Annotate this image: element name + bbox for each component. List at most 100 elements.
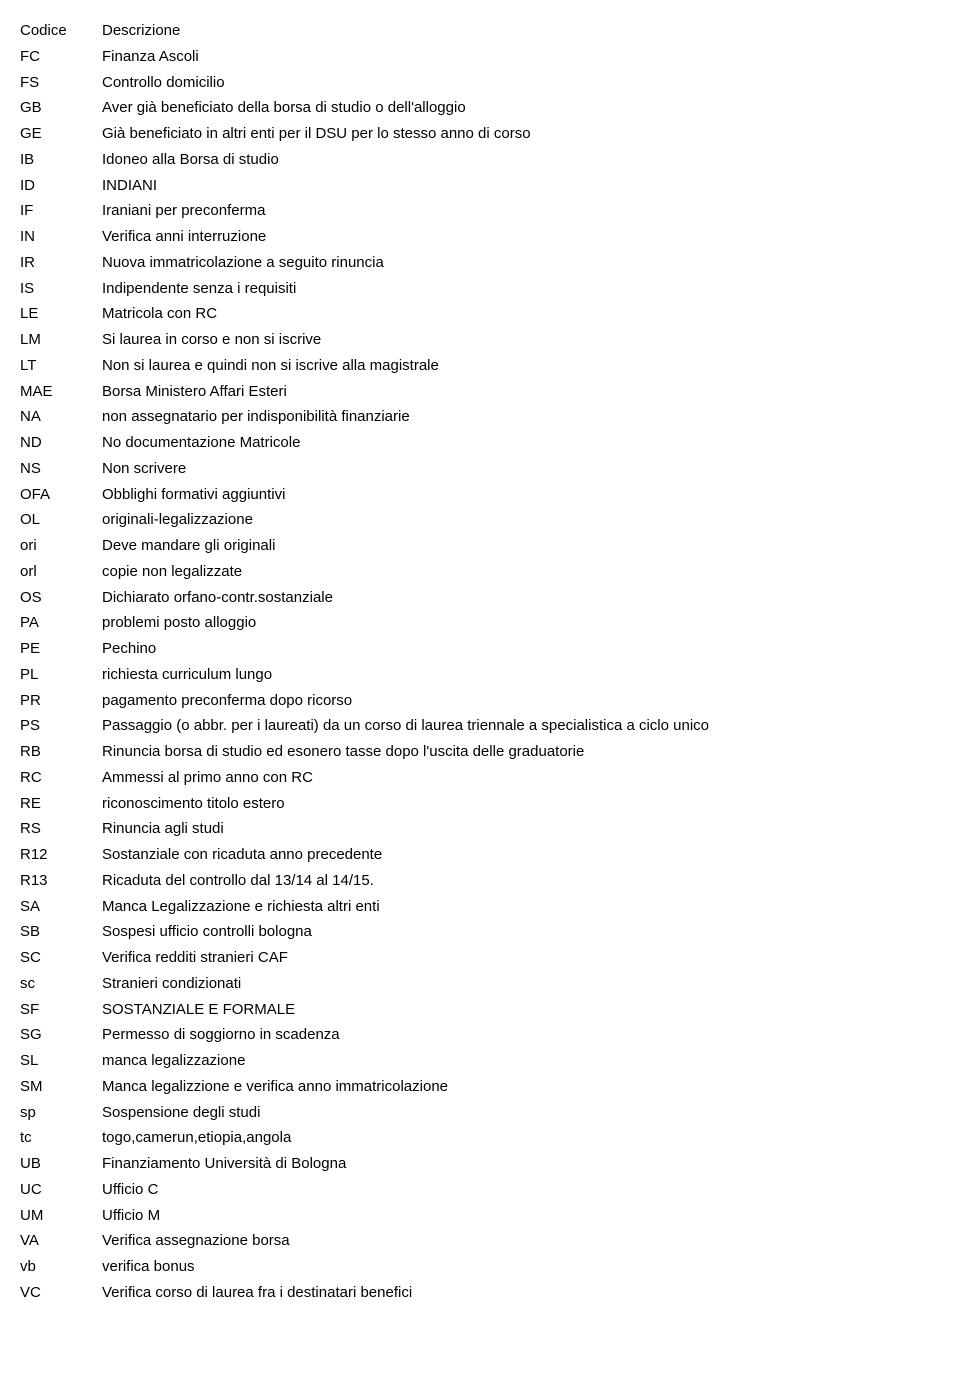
table-row: SAManca Legalizzazione e richiesta altri…	[20, 894, 940, 920]
table-row: RBRinuncia borsa di studio ed esonero ta…	[20, 739, 940, 765]
table-row: MAEBorsa Ministero Affari Esteri	[20, 379, 940, 405]
table-row: NSNon scrivere	[20, 456, 940, 482]
desc-cell: Ufficio M	[102, 1203, 940, 1229]
code-cell: SF	[20, 997, 102, 1023]
desc-cell: Verifica corso di laurea fra i destinata…	[102, 1280, 940, 1306]
code-cell: sc	[20, 971, 102, 997]
code-cell: UM	[20, 1203, 102, 1229]
desc-cell: togo,camerun,etiopia,angola	[102, 1125, 940, 1151]
desc-cell: Passaggio (o abbr. per i laureati) da un…	[102, 713, 940, 739]
desc-cell: Permesso di soggiorno in scadenza	[102, 1022, 940, 1048]
desc-cell: Indipendente senza i requisiti	[102, 276, 940, 302]
code-cell: IB	[20, 147, 102, 173]
code-cell: GB	[20, 95, 102, 121]
table-row: VAVerifica assegnazione borsa	[20, 1228, 940, 1254]
desc-cell: Matricola con RC	[102, 301, 940, 327]
table-row: IDINDIANI	[20, 173, 940, 199]
code-cell: PE	[20, 636, 102, 662]
code-cell: LM	[20, 327, 102, 353]
table-row: UCUfficio C	[20, 1177, 940, 1203]
code-cell: IN	[20, 224, 102, 250]
code-cell: RS	[20, 816, 102, 842]
code-cell: OFA	[20, 482, 102, 508]
desc-cell: SOSTANZIALE E FORMALE	[102, 997, 940, 1023]
code-cell: FS	[20, 70, 102, 96]
desc-cell: Ricaduta del controllo dal 13/14 al 14/1…	[102, 868, 940, 894]
desc-cell: Ufficio C	[102, 1177, 940, 1203]
desc-cell: Obblighi formativi aggiuntivi	[102, 482, 940, 508]
table-row: OFAObblighi formativi aggiuntivi	[20, 482, 940, 508]
table-header-row: Codice Descrizione	[20, 18, 940, 44]
desc-cell: Sostanziale con ricaduta anno precedente	[102, 842, 940, 868]
desc-cell: Sospensione degli studi	[102, 1100, 940, 1126]
table-row: SLmanca legalizzazione	[20, 1048, 940, 1074]
code-cell: UB	[20, 1151, 102, 1177]
table-row: PEPechino	[20, 636, 940, 662]
desc-cell: Iraniani per preconferma	[102, 198, 940, 224]
code-cell: PR	[20, 688, 102, 714]
desc-cell: non assegnatario per indisponibilità fin…	[102, 404, 940, 430]
code-cell: VA	[20, 1228, 102, 1254]
desc-cell: Già beneficiato in altri enti per il DSU…	[102, 121, 940, 147]
code-cell: OL	[20, 507, 102, 533]
table-row: oriDeve mandare gli originali	[20, 533, 940, 559]
table-row: UBFinanziamento Università di Bologna	[20, 1151, 940, 1177]
table-row: orlcopie non legalizzate	[20, 559, 940, 585]
code-cell: VC	[20, 1280, 102, 1306]
table-row: NAnon assegnatario per indisponibilità f…	[20, 404, 940, 430]
code-cell: SM	[20, 1074, 102, 1100]
desc-cell: Finanziamento Università di Bologna	[102, 1151, 940, 1177]
desc-cell: Dichiarato orfano-contr.sostanziale	[102, 585, 940, 611]
desc-cell: copie non legalizzate	[102, 559, 940, 585]
code-cell: vb	[20, 1254, 102, 1280]
table-row: PAproblemi posto alloggio	[20, 610, 940, 636]
table-row: LTNon si laurea e quindi non si iscrive …	[20, 353, 940, 379]
desc-cell: Non si laurea e quindi non si iscrive al…	[102, 353, 940, 379]
code-cell: IS	[20, 276, 102, 302]
table-row: REriconoscimento titolo estero	[20, 791, 940, 817]
code-cell: PA	[20, 610, 102, 636]
table-row: PSPassaggio (o abbr. per i laureati) da …	[20, 713, 940, 739]
desc-cell: manca legalizzazione	[102, 1048, 940, 1074]
code-cell: RE	[20, 791, 102, 817]
table-row: GEGià beneficiato in altri enti per il D…	[20, 121, 940, 147]
code-cell: tc	[20, 1125, 102, 1151]
desc-cell: Manca Legalizzazione e richiesta altri e…	[102, 894, 940, 920]
code-cell: PS	[20, 713, 102, 739]
table-row: RSRinuncia agli studi	[20, 816, 940, 842]
code-cell: SA	[20, 894, 102, 920]
table-row: scStranieri condizionati	[20, 971, 940, 997]
code-cell: SL	[20, 1048, 102, 1074]
code-cell: IF	[20, 198, 102, 224]
desc-cell: Nuova immatricolazione a seguito rinunci…	[102, 250, 940, 276]
desc-cell: Sospesi ufficio controlli bologna	[102, 919, 940, 945]
table-row: IFIraniani per preconferma	[20, 198, 940, 224]
desc-cell: problemi posto alloggio	[102, 610, 940, 636]
code-cell: UC	[20, 1177, 102, 1203]
desc-cell: Ammessi al primo anno con RC	[102, 765, 940, 791]
code-cell: GE	[20, 121, 102, 147]
table-row: spSospensione degli studi	[20, 1100, 940, 1126]
code-cell: FC	[20, 44, 102, 70]
desc-cell: Controllo domicilio	[102, 70, 940, 96]
desc-cell: riconoscimento titolo estero	[102, 791, 940, 817]
code-cell: ori	[20, 533, 102, 559]
table-row: OSDichiarato orfano-contr.sostanziale	[20, 585, 940, 611]
table-row: RCAmmessi al primo anno con RC	[20, 765, 940, 791]
desc-cell: Stranieri condizionati	[102, 971, 940, 997]
code-table: Codice Descrizione FCFinanza AscoliFSCon…	[20, 18, 940, 1306]
desc-cell: Finanza Ascoli	[102, 44, 940, 70]
table-row: ISIndipendente senza i requisiti	[20, 276, 940, 302]
code-cell: LT	[20, 353, 102, 379]
desc-cell: Deve mandare gli originali	[102, 533, 940, 559]
desc-cell: INDIANI	[102, 173, 940, 199]
code-cell: MAE	[20, 379, 102, 405]
header-code: Codice	[20, 18, 102, 44]
table-row: LMSi laurea in corso e non si iscrive	[20, 327, 940, 353]
desc-cell: Si laurea in corso e non si iscrive	[102, 327, 940, 353]
table-row: SBSospesi ufficio controlli bologna	[20, 919, 940, 945]
desc-cell: No documentazione Matricole	[102, 430, 940, 456]
desc-cell: Manca legalizzione e verifica anno immat…	[102, 1074, 940, 1100]
table-row: IBIdoneo alla Borsa di studio	[20, 147, 940, 173]
table-row: INVerifica anni interruzione	[20, 224, 940, 250]
